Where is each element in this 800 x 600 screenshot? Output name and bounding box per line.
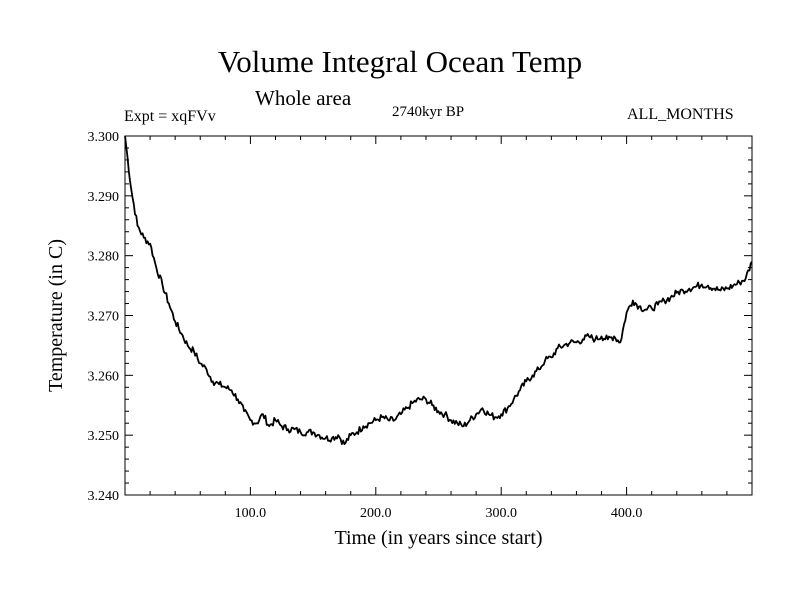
x-tick-label: 300.0 [485, 506, 517, 521]
y-tick-label: 3.290 [88, 190, 120, 205]
x-tick-label: 200.0 [360, 506, 392, 521]
x-tick-label: 100.0 [235, 506, 267, 521]
y-tick-label: 3.250 [88, 429, 120, 444]
y-tick-label: 3.300 [88, 130, 120, 145]
plot-frame [124, 135, 753, 496]
y-tick-label: 3.270 [88, 310, 120, 325]
period-label: 2740kyr BP [392, 104, 465, 120]
season-label: ALL_MONTHS [627, 106, 734, 123]
chart-subtitle: Whole area [255, 86, 352, 110]
y-axis-label: Temperature (in C) [45, 239, 67, 392]
x-tick-label: 400.0 [611, 506, 643, 521]
y-tick-label: 3.280 [88, 250, 120, 265]
x-axis-label: Time (in years since start) [334, 527, 542, 549]
temperature-series-line [124, 135, 753, 445]
x-axis-ticks: 100.0 200.0 300.0 400.0 [124, 136, 753, 521]
y-tick-label: 3.240 [88, 489, 120, 504]
experiment-label: Expt = xqFVv [124, 108, 216, 125]
y-axis-ticks: 3.240 3.250 3.260 3.270 3.280 3.290 3.300 [88, 130, 752, 504]
chart-title: Volume Integral Ocean Temp [217, 44, 583, 79]
y-tick-label: 3.260 [88, 369, 120, 384]
